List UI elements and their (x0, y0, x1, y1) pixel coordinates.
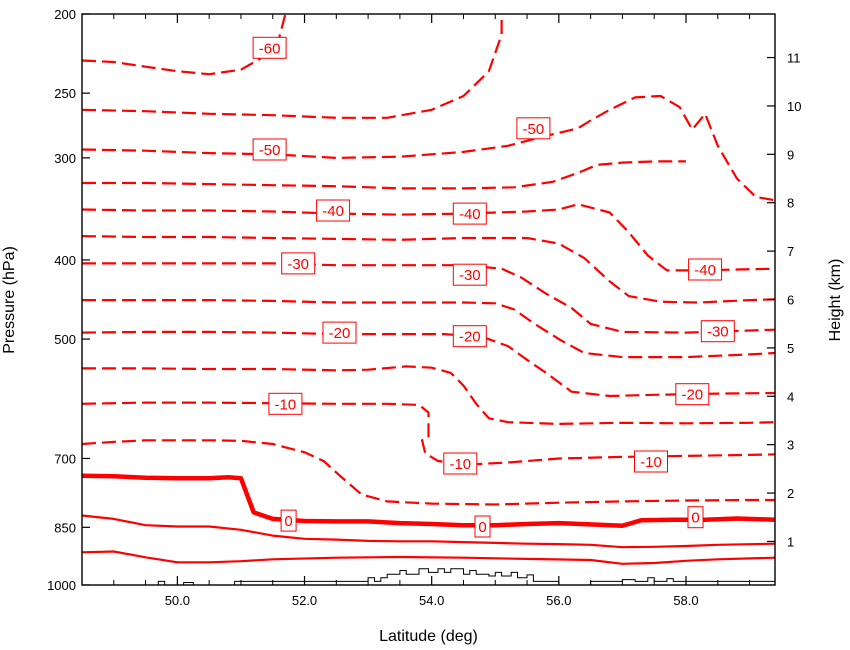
contour-line (81, 401, 776, 466)
y2-axis-title: Height (km) (827, 259, 844, 342)
contour-label: -10 (443, 452, 478, 475)
contour-label-text: -10 (275, 396, 297, 413)
y2-tick-label: 7 (787, 244, 794, 259)
contour-label-text: -10 (449, 456, 471, 473)
y-tick-label: 500 (54, 332, 76, 347)
contour-line (81, 14, 503, 119)
y2-tick-label: 11 (787, 51, 801, 66)
contour-label: -50 (516, 117, 551, 140)
contour-label: -50 (252, 138, 287, 161)
x-tick-label: 50.0 (165, 593, 190, 608)
y2-tick-label: 8 (787, 196, 794, 211)
contour-label: -10 (268, 392, 303, 415)
x-tick-label: 54.0 (419, 593, 444, 608)
contour-labels: -60 -50 -50 -40 -40 -40 -30 -30 -30 -20 -20 -20 -10 -… (252, 36, 735, 538)
y2-tick-label: 9 (787, 147, 794, 162)
contour-line (82, 299, 776, 359)
contour-label-text: 0 (691, 510, 699, 527)
contour-label-text: -40 (322, 203, 344, 220)
contour-label: -40 (316, 199, 351, 222)
contour-label-text: -30 (707, 324, 729, 341)
contour-label: -20 (675, 383, 710, 406)
contour-line (81, 330, 776, 398)
contour-line (82, 365, 776, 425)
axes: 50.0 52.0 54.0 56.0 58.020025030040050070085… (47, 7, 801, 608)
contour-label-text: -30 (287, 256, 309, 273)
y-tick-label: 250 (54, 86, 76, 101)
contour-label: -20 (452, 325, 487, 348)
contour-label: -60 (252, 36, 287, 59)
contour-label-text: -50 (523, 121, 545, 138)
contour-label: -30 (700, 320, 735, 343)
y-tick-label: 700 (54, 451, 76, 466)
contour-label: -10 (634, 450, 668, 473)
y-tick-label: 400 (54, 253, 76, 268)
contour-label: -40 (688, 258, 723, 281)
y2-tick-label: 5 (787, 341, 794, 356)
contour-line (81, 473, 776, 528)
y-axis-title: Pressure (hPa) (1, 246, 18, 354)
y-tick-label: 850 (54, 520, 76, 535)
y2-tick-label: 10 (787, 99, 801, 114)
contour-label: -20 (322, 321, 357, 344)
x-tick-label: 56.0 (546, 593, 571, 608)
contour-label-text: 0 (284, 513, 292, 530)
y2-tick-label: 3 (787, 438, 794, 453)
y-tick-label: 300 (54, 151, 76, 166)
contour-line (81, 94, 776, 202)
temperature-contours (81, 13, 776, 565)
contour-line (81, 439, 775, 506)
contour-line (81, 550, 776, 565)
contour-line (81, 203, 776, 272)
y2-tick-label: 2 (787, 486, 794, 501)
x-axis-title: Latitude (deg) (379, 628, 478, 645)
contour-line (81, 514, 776, 549)
contour-label-text: -60 (259, 40, 281, 57)
contour-label: -40 (452, 202, 487, 225)
y2-tick-label: 4 (787, 389, 794, 404)
y2-tick-label: 6 (787, 293, 794, 308)
contour-label-text: -30 (459, 267, 481, 284)
contour-label-text: -40 (459, 206, 481, 223)
contour-label-text: -20 (329, 325, 351, 342)
contour-label: 0 (687, 506, 704, 529)
contour-line (82, 262, 776, 334)
y-tick-label: 1000 (47, 578, 76, 593)
terrain-profile (82, 568, 775, 586)
contour-label: -30 (452, 263, 487, 286)
terrain-line (82, 568, 775, 586)
contour-label-text: -20 (459, 329, 481, 346)
contour-label-text: -50 (259, 142, 281, 159)
contour-label-text: -20 (681, 387, 703, 404)
contour-label: 0 (280, 509, 297, 532)
contour-label-text: -10 (640, 454, 662, 471)
y-tick-label: 200 (54, 7, 76, 22)
contour-line (81, 235, 776, 304)
contour-line (82, 160, 686, 190)
contour-label: 0 (474, 515, 491, 538)
contour-label-text: 0 (478, 519, 486, 536)
x-tick-label: 52.0 (292, 593, 317, 608)
contour-label: -30 (281, 252, 316, 275)
contour-label-text: -40 (694, 262, 716, 279)
x-tick-label: 58.0 (673, 593, 698, 608)
y2-tick-label: 1 (787, 534, 794, 549)
